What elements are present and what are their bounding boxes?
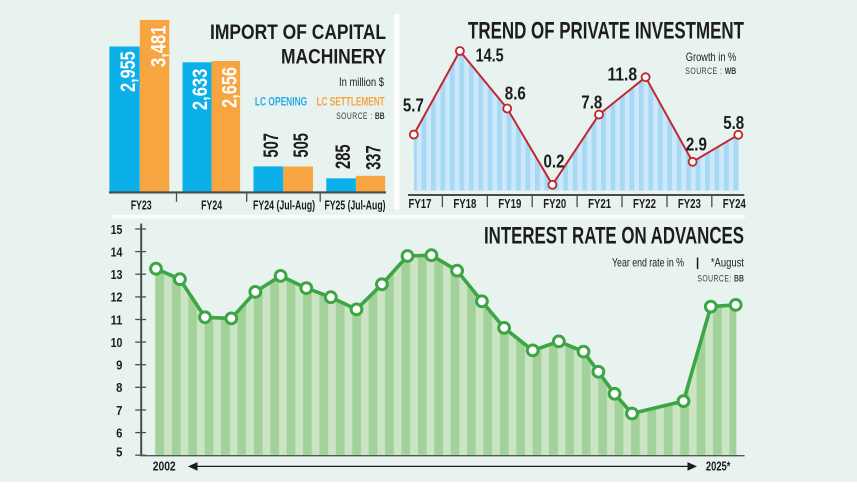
svg-text:2,656: 2,656 (219, 67, 242, 108)
svg-text:In million $: In million $ (339, 75, 384, 89)
svg-text:FY25 (Jul-Aug): FY25 (Jul-Aug) (325, 198, 386, 213)
svg-text:2025*: 2025* (706, 460, 731, 474)
svg-text:FY24 (Jul-Aug): FY24 (Jul-Aug) (253, 198, 315, 213)
svg-text:FY24: FY24 (201, 198, 223, 213)
svg-text:2.9: 2.9 (686, 134, 707, 154)
svg-text:INTEREST RATE ON ADVANCES: INTEREST RATE ON ADVANCES (484, 223, 744, 250)
svg-text:TREND OF PRIVATE INVESTMENT: TREND OF PRIVATE INVESTMENT (468, 18, 744, 45)
svg-text:6: 6 (116, 425, 122, 440)
svg-text:9: 9 (116, 358, 122, 373)
svg-text:505: 505 (290, 133, 313, 158)
svg-text:285: 285 (332, 144, 355, 169)
svg-text:11.8: 11.8 (607, 65, 637, 85)
svg-text:7.8: 7.8 (581, 93, 602, 113)
svg-text:5.7: 5.7 (403, 95, 424, 115)
svg-text:|: | (696, 256, 699, 270)
svg-text:5.8: 5.8 (723, 113, 744, 133)
svg-text:2002: 2002 (153, 460, 176, 474)
svg-text:SOURCE : WB: SOURCE : WB (685, 66, 736, 76)
svg-text:FY24: FY24 (723, 196, 747, 211)
svg-text:FY23: FY23 (131, 198, 152, 213)
svg-text:12: 12 (111, 290, 123, 305)
svg-text:11: 11 (111, 312, 123, 327)
svg-text:FY17: FY17 (409, 196, 432, 211)
svg-text:13: 13 (111, 267, 123, 282)
svg-text:IMPORT OF CAPITAL: IMPORT OF CAPITAL (210, 21, 386, 44)
svg-text:FY21: FY21 (588, 196, 611, 211)
svg-text:MACHINERY: MACHINERY (281, 45, 386, 68)
svg-text:8.6: 8.6 (505, 84, 526, 104)
svg-text:*August: *August (711, 256, 745, 270)
svg-text:SOURCE: BB: SOURCE: BB (697, 273, 744, 283)
svg-text:LC OPENING: LC OPENING (255, 96, 307, 108)
svg-text:FY22: FY22 (633, 196, 656, 211)
svg-text:FY18: FY18 (453, 196, 476, 211)
svg-text:FY19: FY19 (498, 196, 521, 211)
svg-text:15: 15 (111, 222, 123, 237)
svg-text:5: 5 (116, 444, 122, 459)
svg-text:FY20: FY20 (543, 196, 566, 211)
svg-text:10: 10 (111, 335, 123, 350)
svg-text:SOURCE : BB: SOURCE : BB (336, 111, 385, 121)
svg-text:7: 7 (116, 403, 122, 418)
svg-text:FY23: FY23 (678, 196, 701, 211)
svg-text:Year end rate in %: Year end rate in % (612, 256, 684, 270)
svg-text:14: 14 (111, 244, 123, 259)
svg-text:337: 337 (362, 145, 385, 170)
svg-text:3,481: 3,481 (148, 25, 171, 67)
svg-text:2,955: 2,955 (117, 51, 140, 92)
svg-text:14.5: 14.5 (476, 46, 504, 66)
svg-text:8: 8 (116, 380, 122, 395)
svg-text:Growth in %: Growth in % (686, 50, 737, 64)
svg-text:507: 507 (260, 133, 283, 158)
svg-text:LC SETTLEMENT: LC SETTLEMENT (317, 96, 385, 108)
svg-text:2,633: 2,633 (189, 69, 212, 110)
svg-text:0.2: 0.2 (544, 152, 565, 172)
